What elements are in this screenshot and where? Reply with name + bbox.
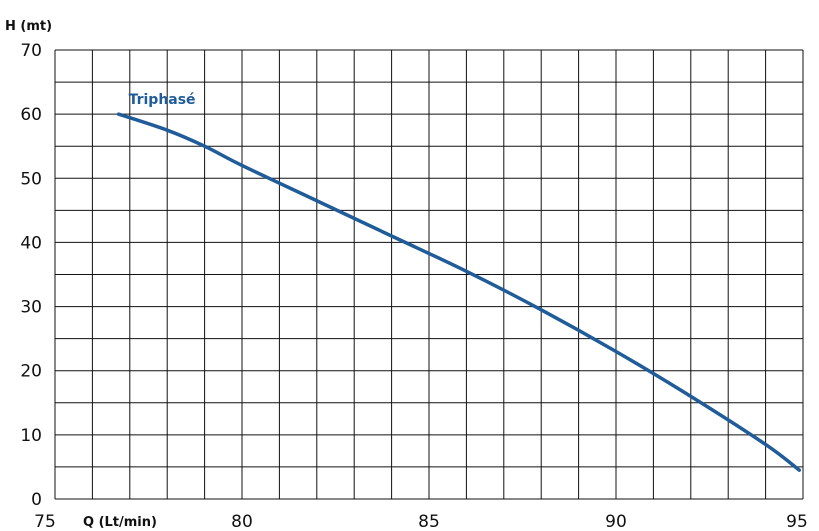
y-tick-label: 0 xyxy=(31,490,42,510)
x-tick-label: 95 xyxy=(786,512,808,531)
y-tick-label: 30 xyxy=(20,298,42,318)
y-tick-label: 60 xyxy=(20,105,42,125)
series-line xyxy=(116,112,802,472)
x-tick-label: 90 xyxy=(605,512,627,531)
y-tick-label: 10 xyxy=(20,426,42,446)
y-axis-title: H (mt) xyxy=(5,19,52,34)
x-axis-title: Q (Lt/min) xyxy=(83,515,157,530)
y-tick-label: 20 xyxy=(20,362,42,382)
y-tick-label: 70 xyxy=(20,41,42,61)
y-tick-label: 50 xyxy=(20,169,42,189)
series-group: Triphasé xyxy=(116,92,802,472)
x-tick-label: 75 xyxy=(34,512,56,531)
x-tick-label: 85 xyxy=(418,512,440,531)
y-tick-label: 40 xyxy=(20,233,42,253)
tick-labels: 0 10 20 30 40 50 60 70 75 80 85 90 95 xyxy=(20,41,807,531)
grid xyxy=(54,49,804,500)
x-tick-label: 80 xyxy=(231,512,253,531)
series-label: Triphasé xyxy=(129,92,196,108)
